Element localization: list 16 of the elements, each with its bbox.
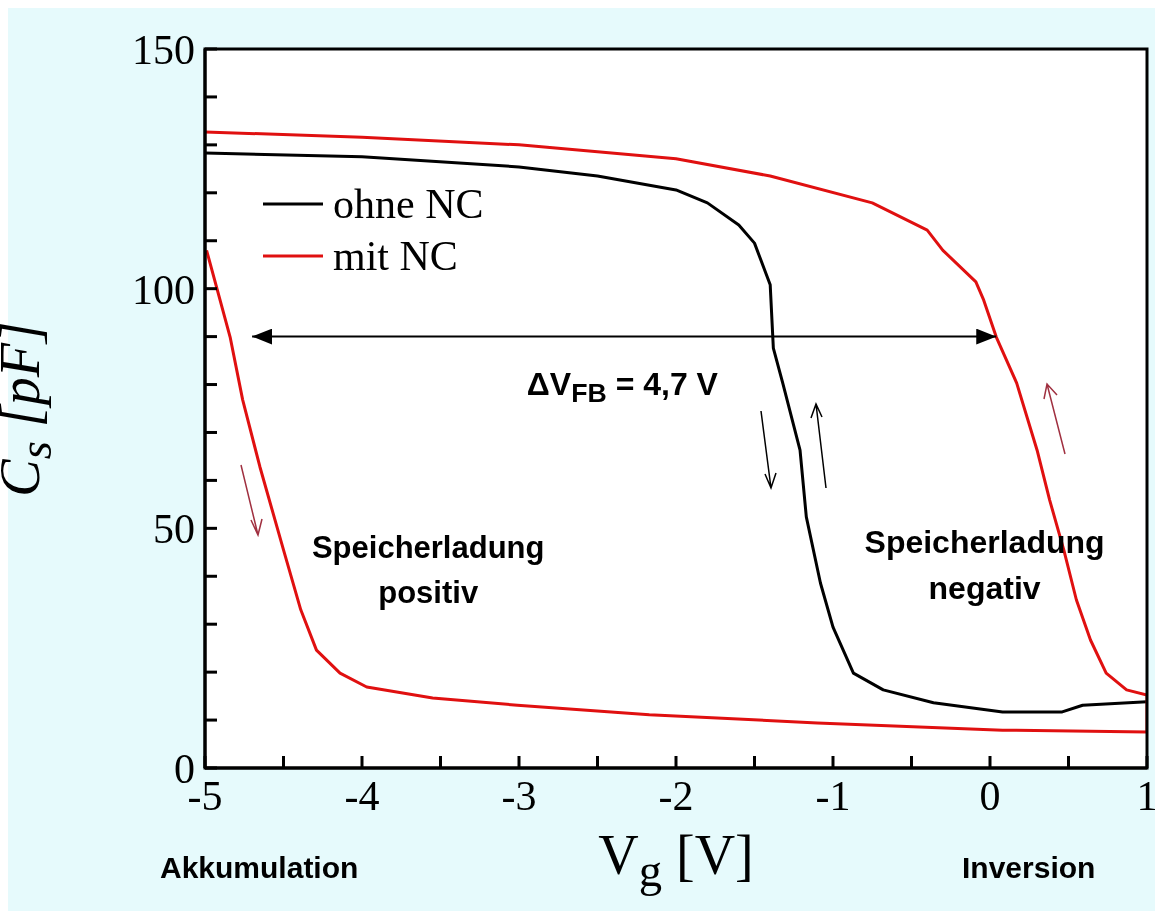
x-tick-label: 1 — [1136, 772, 1158, 819]
x-axis-title: V$_{g}$ [V] — [597, 823, 755, 898]
text: Inversion — [962, 850, 1096, 886]
x-tick-label: -1 — [815, 772, 851, 819]
y-tick-label: 150 — [132, 26, 195, 73]
x-tick-label: -4 — [344, 772, 380, 819]
legend-label: ohne NC — [333, 180, 484, 229]
annotation: Speicherladung positiv — [310, 528, 546, 612]
y-tick-label: 100 — [132, 266, 195, 313]
y-tick-label: 50 — [153, 506, 195, 553]
annotation: ΔV$_{FB}$ = 4,7 V — [526, 364, 718, 410]
x-tick-label: -3 — [501, 772, 537, 819]
x-tick-label: -2 — [658, 772, 694, 819]
text: Akkumulation — [160, 850, 359, 886]
legend-label: mit NC — [333, 232, 458, 281]
x-tick-label: 0 — [979, 772, 1001, 819]
